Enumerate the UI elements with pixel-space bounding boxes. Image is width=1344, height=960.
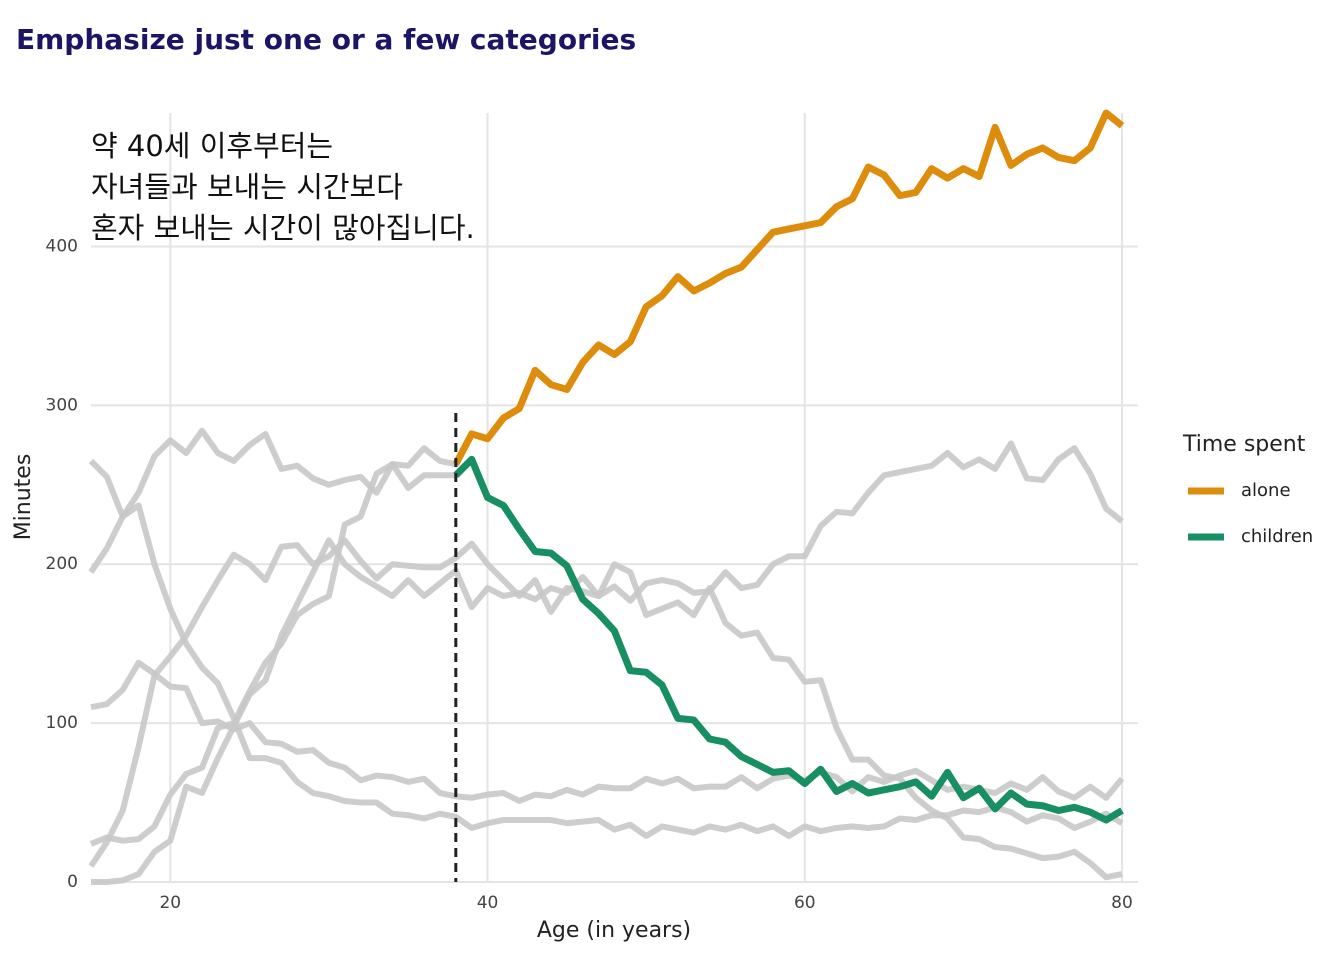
context-line: [90, 659, 1125, 804]
x-tick-label: 80: [1111, 893, 1133, 913]
x-tick-label: 20: [159, 893, 181, 913]
x-axis-label: Age (in years): [537, 918, 691, 943]
x-tick-label: 40: [477, 893, 499, 913]
y-tick-label: 400: [46, 236, 78, 256]
legend-label: alone: [1241, 480, 1291, 501]
y-tick-label: 300: [46, 395, 78, 415]
chart-title: Emphasize just one or a few categories: [16, 23, 636, 56]
y-tick-label: 200: [46, 554, 78, 574]
annotation: 약 40세 이후부터는: [91, 129, 333, 163]
x-tick-label: 60: [794, 893, 816, 913]
y-tick-label: 0: [67, 872, 78, 892]
annotation: 자녀들과 보내는 시간보다: [91, 170, 403, 204]
legend-label: children: [1241, 526, 1313, 547]
context-line: [88, 537, 1123, 881]
context-line: [91, 440, 1124, 885]
context-line: [88, 458, 1124, 839]
legend-title: Time spent: [1182, 432, 1306, 457]
y-axis-label: Minutes: [11, 454, 36, 541]
highlight-line: [453, 455, 1124, 824]
y-tick-label: 100: [46, 713, 78, 733]
highlight-line: [452, 109, 1125, 466]
annotation: 혼자 보내는 시간이 많아집니다.: [91, 211, 475, 245]
